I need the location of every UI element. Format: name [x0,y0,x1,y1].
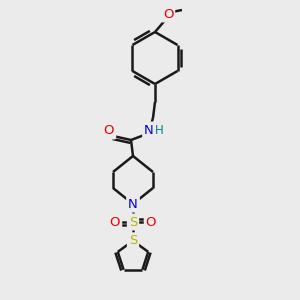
Text: N: N [144,124,154,136]
Text: O: O [104,124,114,137]
Text: N: N [128,197,138,211]
Text: O: O [146,215,156,229]
Text: S: S [129,234,137,247]
Text: S: S [129,215,137,229]
Text: H: H [154,124,164,137]
Text: O: O [110,215,120,229]
Text: O: O [163,8,173,20]
